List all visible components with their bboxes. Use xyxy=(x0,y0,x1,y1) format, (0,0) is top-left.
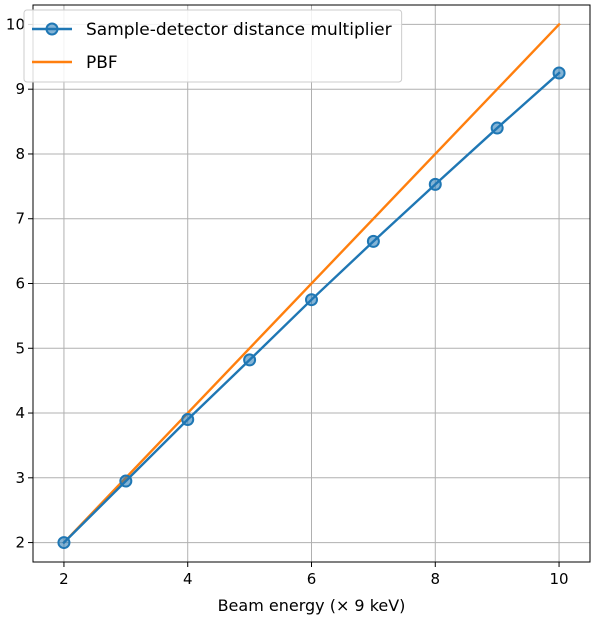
data-point xyxy=(57,536,71,550)
data-point xyxy=(552,66,566,80)
y-tick-label: 8 xyxy=(15,145,25,163)
legend-swatch-marker xyxy=(45,22,59,36)
legend-entry: Sample-detector distance multiplier xyxy=(32,20,392,40)
y-tick-label: 6 xyxy=(15,275,25,293)
data-point xyxy=(490,121,504,135)
x-tick-label: 10 xyxy=(550,570,569,588)
y-axis: 2 3 4 5 6 7 8 9 10 xyxy=(6,15,33,552)
x-tick-label: 2 xyxy=(59,570,69,588)
legend-entry: PBF xyxy=(32,53,118,73)
x-tick-label: 4 xyxy=(183,570,193,588)
series-layer xyxy=(57,22,566,550)
x-tick-label: 6 xyxy=(307,570,317,588)
y-tick-label: 4 xyxy=(15,404,25,422)
legend: Sample-detector distance multiplier PBF xyxy=(23,9,403,83)
data-point xyxy=(305,293,318,307)
x-axis-label: Beam energy (× 9 keV) xyxy=(218,596,406,615)
y-tick-label: 3 xyxy=(15,469,25,487)
legend-label: PBF xyxy=(86,53,118,73)
series-0 xyxy=(57,66,566,550)
x-axis: 2 4 6 8 10 xyxy=(59,562,569,588)
data-point xyxy=(428,177,442,191)
legend-label: Sample-detector distance multiplier xyxy=(86,20,392,40)
data-point xyxy=(243,353,257,367)
x-tick-label: 8 xyxy=(431,570,441,588)
y-tick-label: 5 xyxy=(15,339,25,357)
legend-entries: Sample-detector distance multiplier PBF xyxy=(32,20,392,73)
legend-box xyxy=(23,9,403,83)
y-tick-label: 9 xyxy=(15,80,25,98)
y-tick-label: 2 xyxy=(15,534,25,552)
data-point xyxy=(181,413,195,427)
series-line xyxy=(62,22,561,545)
y-tick-label: 10 xyxy=(6,15,25,33)
series-1 xyxy=(62,22,561,545)
y-tick-label: 7 xyxy=(15,210,25,228)
data-point xyxy=(366,234,380,248)
data-point xyxy=(119,474,133,488)
grid xyxy=(33,5,590,562)
